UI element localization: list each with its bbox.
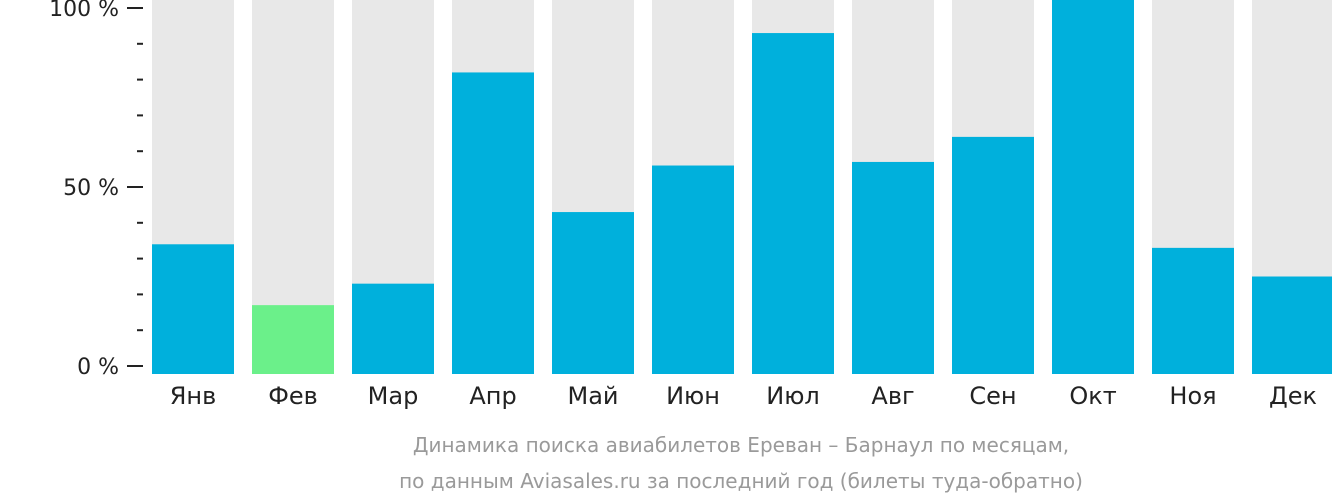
x-tick-label: Авг — [871, 382, 914, 410]
y-tick-label: 0 % — [77, 355, 119, 380]
y-tick-label: 50 % — [63, 176, 119, 201]
x-tick-label: Янв — [170, 382, 217, 410]
chart-title: Динамика поиска авиабилетов Ереван – Бар… — [413, 433, 1069, 457]
bar-1[interactable] — [252, 305, 334, 374]
bar-9[interactable] — [1052, 0, 1134, 374]
bar-0[interactable] — [152, 244, 234, 374]
bar-11[interactable] — [1252, 276, 1332, 375]
x-tick-label: Мар — [368, 382, 419, 410]
x-tick-label: Фев — [268, 382, 318, 410]
x-tick-label: Ноя — [1169, 382, 1216, 410]
bar-3[interactable] — [452, 72, 534, 374]
bar-2[interactable] — [352, 283, 434, 374]
bar-8[interactable] — [952, 136, 1034, 374]
x-tick-label: Июн — [666, 382, 720, 410]
x-tick-label: Сен — [969, 382, 1016, 410]
data-bars — [152, 0, 1332, 375]
x-tick-label: Дек — [1269, 382, 1317, 410]
bar-4[interactable] — [552, 212, 634, 374]
bar-10[interactable] — [1152, 247, 1234, 374]
chart-subtitle: по данным Aviasales.ru за последний год … — [399, 469, 1083, 493]
x-axis-labels: Янв Фев Мар Апр Май Июн Июл Авг Сен Окт Ноя Дек — [170, 382, 1317, 410]
bar-5[interactable] — [652, 165, 734, 374]
x-tick-label: Май — [567, 382, 618, 410]
x-tick-label: Окт — [1069, 382, 1116, 410]
x-tick-label: Июл — [766, 382, 820, 410]
y-axis: 0 % 50 % 100 % — [49, 0, 143, 380]
bar-7[interactable] — [852, 161, 934, 374]
x-tick-label: Апр — [469, 382, 516, 410]
bar-6[interactable] — [752, 33, 834, 375]
y-tick-label: 100 % — [49, 0, 119, 22]
